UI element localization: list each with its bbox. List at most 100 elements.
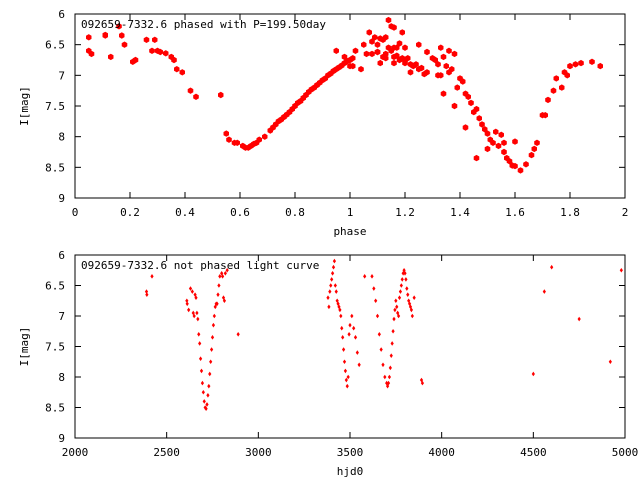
data-point bbox=[389, 353, 393, 358]
data-point bbox=[440, 53, 447, 61]
data-point bbox=[484, 145, 491, 153]
data-point bbox=[195, 310, 199, 316]
data-point bbox=[402, 56, 408, 64]
data-point bbox=[454, 84, 460, 91]
y-tick-label: 8.5 bbox=[45, 161, 65, 174]
data-point bbox=[366, 29, 372, 36]
data-point bbox=[394, 44, 400, 51]
data-point bbox=[550, 87, 557, 94]
data-point bbox=[185, 301, 189, 307]
data-point bbox=[344, 377, 348, 383]
data-point bbox=[342, 359, 347, 365]
data-point bbox=[490, 139, 496, 146]
data-point bbox=[385, 16, 392, 24]
data-point bbox=[192, 313, 196, 319]
y-tick-label: 8 bbox=[58, 131, 65, 144]
data-point bbox=[223, 271, 227, 276]
data-point bbox=[432, 56, 438, 64]
data-point bbox=[174, 66, 180, 73]
data-point bbox=[341, 347, 346, 352]
data-point bbox=[523, 161, 529, 168]
data-point bbox=[152, 36, 158, 43]
data-point bbox=[335, 298, 339, 304]
data-point bbox=[393, 307, 397, 313]
data-point bbox=[350, 313, 354, 319]
data-point bbox=[374, 41, 381, 48]
data-point bbox=[388, 365, 392, 371]
data-point bbox=[199, 368, 204, 374]
data-point bbox=[383, 50, 389, 58]
data-point bbox=[353, 335, 358, 340]
data-point bbox=[220, 271, 224, 276]
data-point bbox=[482, 126, 488, 133]
y-tick-label: 7.5 bbox=[45, 100, 65, 113]
x-tick-label: 1.2 bbox=[395, 206, 415, 219]
data-point bbox=[352, 47, 359, 54]
data-point bbox=[193, 292, 197, 297]
y-tick-label: 9 bbox=[58, 432, 65, 445]
y-tick-label: 8 bbox=[58, 371, 65, 384]
unphased-plot-title: 092659-7332.6 not phased light curve bbox=[81, 259, 319, 272]
data-point bbox=[484, 130, 491, 137]
data-point bbox=[386, 380, 391, 386]
data-point bbox=[341, 53, 348, 61]
data-point bbox=[383, 55, 389, 62]
data-point bbox=[381, 362, 385, 368]
data-point bbox=[440, 90, 447, 97]
data-point bbox=[187, 87, 194, 94]
x-tick-label: 2000 bbox=[62, 446, 89, 459]
data-point bbox=[355, 350, 359, 355]
x-tick-label: 4500 bbox=[520, 446, 547, 459]
data-point bbox=[333, 47, 339, 54]
data-point bbox=[403, 271, 407, 276]
x-tick-label: 4000 bbox=[428, 446, 455, 459]
data-point bbox=[564, 72, 570, 79]
data-point bbox=[363, 50, 370, 58]
data-point bbox=[150, 274, 154, 279]
data-point bbox=[347, 332, 351, 337]
data-point bbox=[402, 44, 408, 51]
x-tick-label: 0.6 bbox=[230, 206, 250, 219]
unphased-y-axis-label: I[mag] bbox=[18, 327, 31, 367]
data-point bbox=[369, 50, 375, 58]
data-point bbox=[369, 38, 375, 45]
data-point bbox=[385, 380, 389, 386]
unphased-x-ticks: 2000 2500 3000 3500 4000 4500 5000 bbox=[62, 255, 639, 459]
data-point bbox=[190, 289, 194, 294]
data-point bbox=[204, 406, 208, 412]
data-point bbox=[218, 91, 224, 99]
data-point bbox=[512, 162, 518, 170]
data-point bbox=[468, 99, 474, 107]
data-point bbox=[531, 145, 537, 153]
data-point bbox=[424, 69, 430, 76]
data-point bbox=[188, 286, 193, 291]
data-point bbox=[405, 286, 409, 291]
y-tick-label: 9 bbox=[58, 192, 65, 205]
data-point bbox=[465, 93, 471, 100]
data-point bbox=[346, 374, 350, 380]
data-point bbox=[608, 359, 612, 365]
data-point bbox=[211, 322, 216, 328]
data-point bbox=[203, 405, 207, 410]
phased-y-axis-label: I[mag] bbox=[18, 86, 31, 126]
data-point bbox=[217, 283, 221, 288]
data-point bbox=[225, 267, 229, 273]
data-point bbox=[327, 304, 331, 310]
data-point bbox=[193, 93, 199, 100]
data-point bbox=[578, 59, 584, 67]
x-tick-label: 5000 bbox=[612, 446, 639, 459]
data-point bbox=[187, 307, 191, 313]
data-point bbox=[350, 55, 356, 62]
data-point bbox=[479, 121, 485, 128]
data-point bbox=[374, 48, 381, 56]
data-point bbox=[196, 316, 200, 322]
data-point bbox=[328, 289, 332, 294]
data-point bbox=[394, 298, 398, 304]
data-point bbox=[391, 24, 397, 31]
data-point bbox=[399, 29, 405, 36]
x-tick-label: 0.4 bbox=[175, 206, 195, 219]
data-point bbox=[375, 313, 380, 319]
data-point bbox=[377, 59, 383, 67]
data-point bbox=[341, 335, 345, 340]
